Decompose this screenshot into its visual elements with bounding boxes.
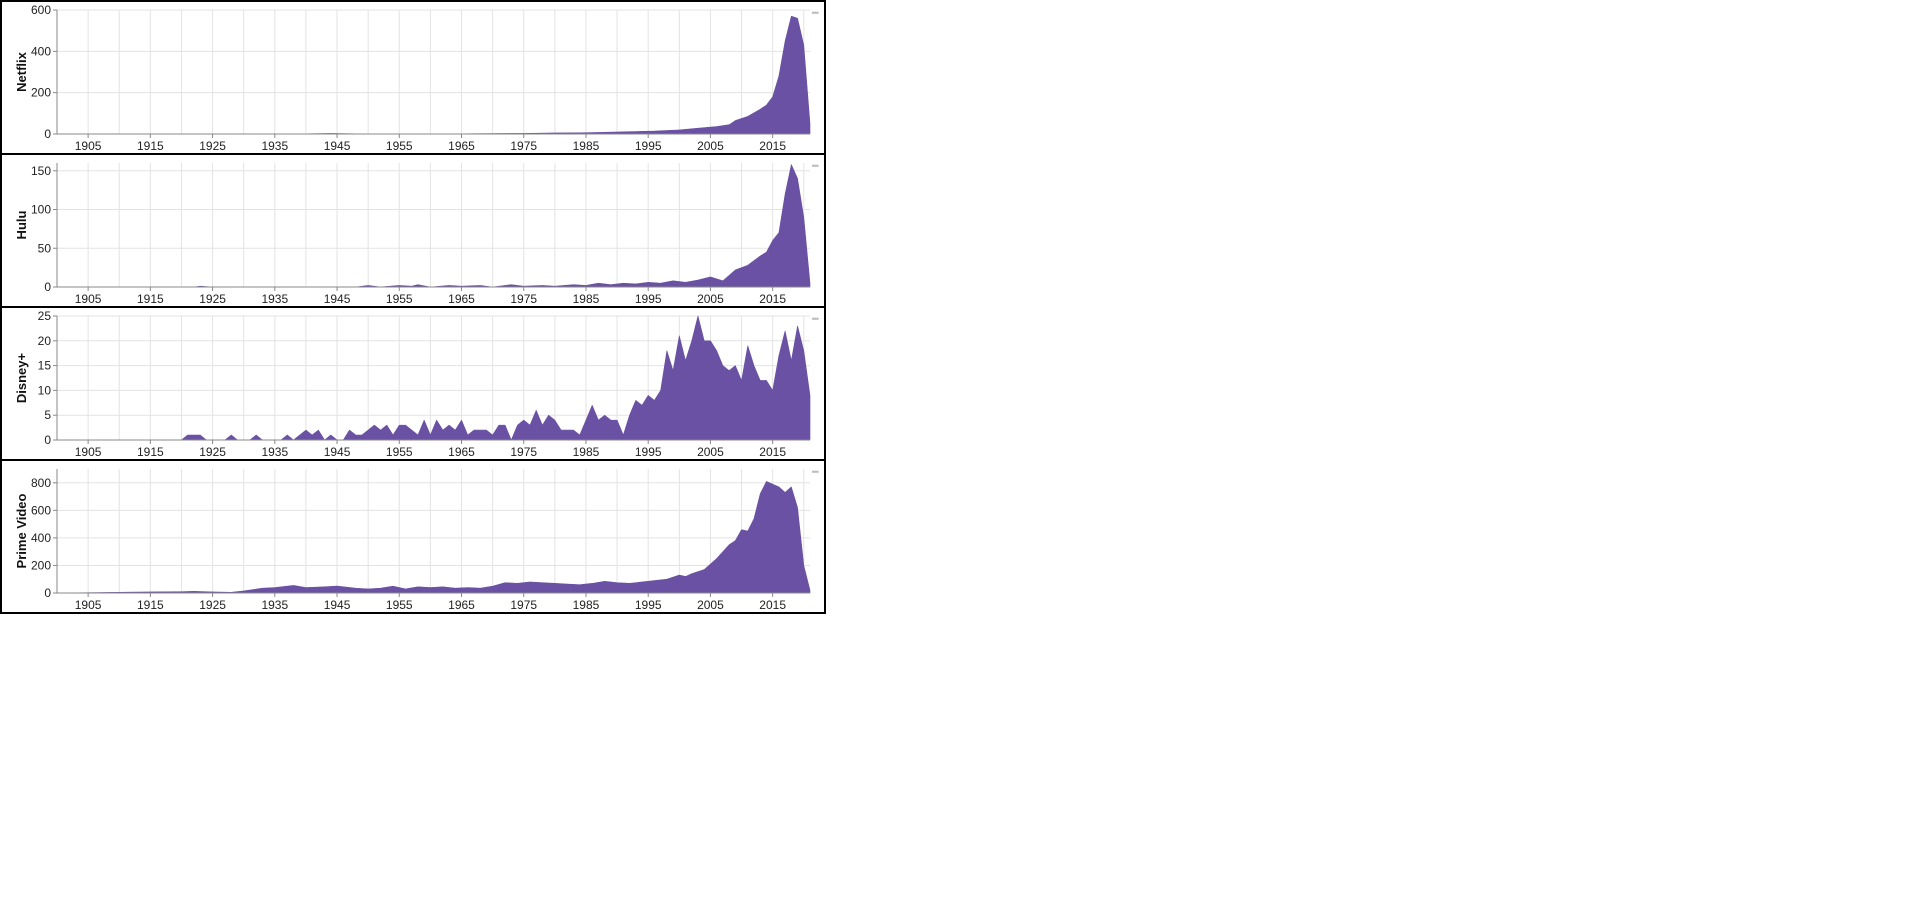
chart-panel-hulu: 0 50 100 150 1905 1915 1925 1935 1945 1955 1965 197… xyxy=(0,153,826,308)
y-tick-label: 5 xyxy=(44,408,51,422)
chart-menu-icon[interactable]: ••• xyxy=(811,161,820,171)
x-tick-label: 1985 xyxy=(573,292,600,306)
x-tick-label: 1915 xyxy=(137,445,164,459)
x-tick-label: 1905 xyxy=(75,598,102,612)
y-tick-label: 10 xyxy=(38,383,52,397)
small-multiples-chart: 0 200 400 600 1905 1915 1925 1935 1945 1955 1965 19… xyxy=(0,0,826,614)
area-chart-disney: 0 5 10 15 20 25 1905 1915 1925 1935 1945 1955 1965 19… xyxy=(14,309,811,459)
x-tick-label: 2015 xyxy=(759,445,786,459)
area-chart-netflix: 0 200 400 600 1905 1915 1925 1935 1945 1955 1965 19… xyxy=(14,3,811,153)
x-tick-label: 1935 xyxy=(261,598,288,612)
y-tick-label: 600 xyxy=(31,3,51,17)
x-tick-label: 1925 xyxy=(199,445,226,459)
x-tick-label: 2015 xyxy=(759,598,786,612)
x-tick-label: 1925 xyxy=(199,292,226,306)
x-tick-label: 1985 xyxy=(573,139,600,153)
y-tick-label: 50 xyxy=(38,241,52,255)
x-tick-label: 1975 xyxy=(510,445,537,459)
x-tick-label: 1935 xyxy=(261,139,288,153)
x-tick-label: 1965 xyxy=(448,139,475,153)
x-tick-label: 1945 xyxy=(324,139,351,153)
area-chart-prime-video: 0 200 400 600 800 1905 1915 1925 1935 1945 1955 196… xyxy=(14,469,811,612)
chart-panel-netflix: 0 200 400 600 1905 1915 1925 1935 1945 1955 1965 19… xyxy=(0,0,826,155)
x-tick-label: 1915 xyxy=(137,139,164,153)
x-tick-label: 1995 xyxy=(635,445,662,459)
x-tick-label: 2005 xyxy=(697,445,724,459)
x-tick-label: 1975 xyxy=(510,139,537,153)
y-axis-label: Netflix xyxy=(14,51,29,92)
x-tick-label: 2015 xyxy=(759,139,786,153)
x-tick-label: 1915 xyxy=(137,292,164,306)
y-axis-label: Disney+ xyxy=(14,352,29,403)
y-tick-label: 200 xyxy=(31,86,51,100)
chart-menu-icon[interactable]: ••• xyxy=(811,314,820,324)
x-tick-label: 1935 xyxy=(261,292,288,306)
x-tick-label: 1965 xyxy=(448,598,475,612)
y-tick-label: 15 xyxy=(38,359,52,373)
x-tick-label: 1945 xyxy=(324,292,351,306)
y-tick-label: 0 xyxy=(44,280,51,294)
y-tick-label: 0 xyxy=(44,127,51,141)
x-tick-label: 1975 xyxy=(510,598,537,612)
chart-menu-icon[interactable]: ••• xyxy=(811,467,820,477)
x-tick-label: 1975 xyxy=(510,292,537,306)
y-tick-label: 400 xyxy=(31,44,51,58)
x-tick-label: 2015 xyxy=(759,292,786,306)
chart-menu-icon[interactable]: ••• xyxy=(811,8,820,18)
x-tick-label: 1905 xyxy=(75,292,102,306)
x-tick-label: 1955 xyxy=(386,598,413,612)
y-tick-label: 100 xyxy=(31,203,51,217)
x-tick-label: 1935 xyxy=(261,445,288,459)
x-tick-label: 1945 xyxy=(324,445,351,459)
y-tick-label: 600 xyxy=(31,503,51,517)
y-tick-label: 0 xyxy=(44,433,51,447)
y-tick-label: 800 xyxy=(31,476,51,490)
x-tick-label: 1955 xyxy=(386,445,413,459)
y-axis-label: Hulu xyxy=(14,211,29,240)
x-tick-label: 1955 xyxy=(386,292,413,306)
y-tick-label: 0 xyxy=(44,586,51,600)
x-tick-label: 1905 xyxy=(75,445,102,459)
x-tick-label: 1905 xyxy=(75,139,102,153)
x-tick-label: 1965 xyxy=(448,445,475,459)
x-tick-label: 1985 xyxy=(573,598,600,612)
y-tick-label: 150 xyxy=(31,164,51,178)
x-tick-label: 1995 xyxy=(635,139,662,153)
y-tick-label: 20 xyxy=(38,334,52,348)
area-chart-hulu: 0 50 100 150 1905 1915 1925 1935 1945 1955 1965 197… xyxy=(14,163,811,306)
area-series-disney xyxy=(56,315,811,441)
x-tick-label: 1925 xyxy=(199,139,226,153)
area-series-prime-video xyxy=(56,481,811,594)
x-tick-label: 1995 xyxy=(635,292,662,306)
x-tick-label: 1945 xyxy=(324,598,351,612)
chart-panel-prime-video: 0 200 400 600 800 1905 1915 1925 1935 1945 1955 196… xyxy=(0,459,826,614)
x-tick-label: 2005 xyxy=(697,598,724,612)
x-tick-label: 2005 xyxy=(697,292,724,306)
x-tick-label: 1915 xyxy=(137,598,164,612)
x-tick-label: 1955 xyxy=(386,139,413,153)
x-tick-label: 2005 xyxy=(697,139,724,153)
area-series-netflix xyxy=(56,15,811,135)
y-tick-label: 200 xyxy=(31,558,51,572)
x-tick-label: 1965 xyxy=(448,292,475,306)
chart-panel-disney: 0 5 10 15 20 25 1905 1915 1925 1935 1945 1955 1965 19… xyxy=(0,306,826,461)
x-tick-label: 1995 xyxy=(635,598,662,612)
x-tick-label: 1925 xyxy=(199,598,226,612)
y-tick-label: 25 xyxy=(38,309,52,323)
area-series-hulu xyxy=(56,164,811,288)
y-tick-label: 400 xyxy=(31,531,51,545)
y-axis-label: Prime Video xyxy=(14,493,29,568)
x-tick-label: 1985 xyxy=(573,445,600,459)
